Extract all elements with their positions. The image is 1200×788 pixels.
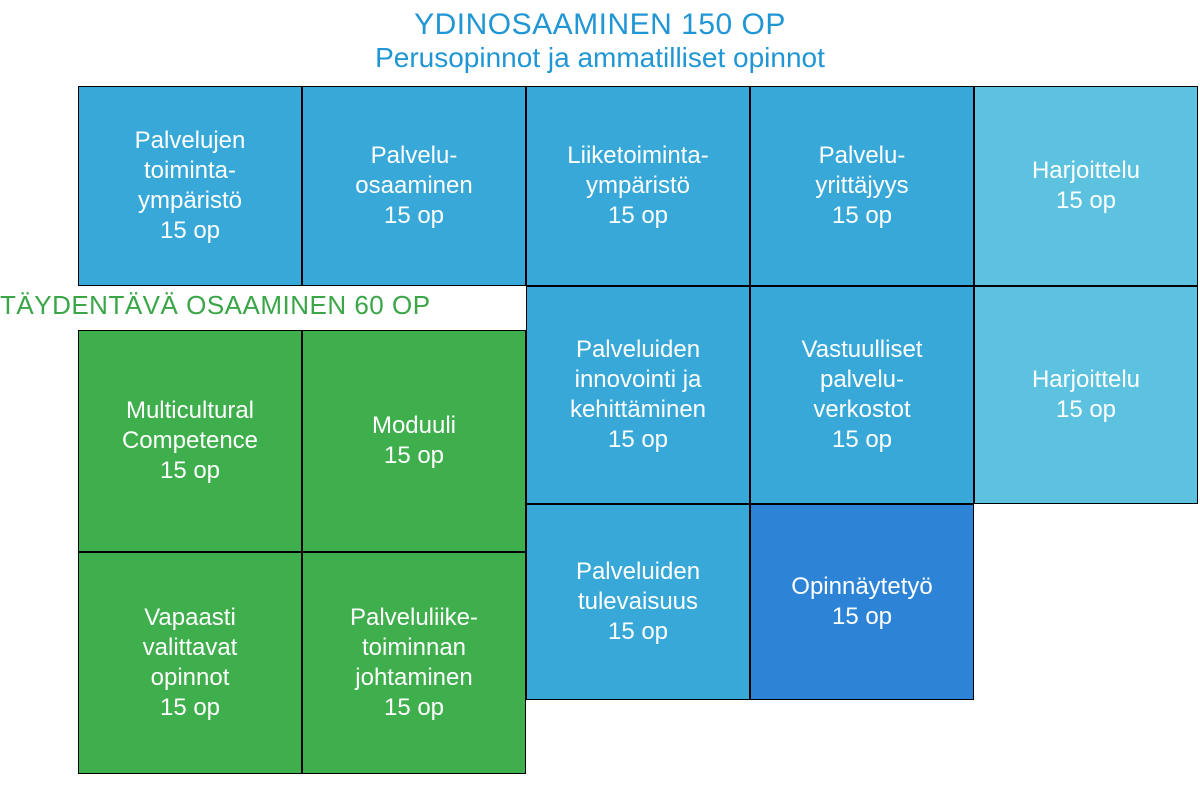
module-cell-g2c1: Vapaastivalittavatopinnot15 op xyxy=(78,552,302,774)
module-cell-line: 15 op xyxy=(1056,395,1116,425)
module-cell-line: verkostot xyxy=(813,395,910,425)
module-cell-line: toiminta- xyxy=(144,156,236,186)
module-cell-line: 15 op xyxy=(608,617,668,647)
module-cell-line: Opinnäytetyö xyxy=(791,572,932,602)
module-cell-line: Palveluliike- xyxy=(350,603,478,633)
module-cell-line: Harjoittelu xyxy=(1032,156,1140,186)
module-cell-line: 15 op xyxy=(1056,186,1116,216)
module-cell-r2c5: Harjoittelu15 op xyxy=(974,286,1198,504)
header-block: YDINOSAAMINEN 150 OP Perusopinnot ja amm… xyxy=(0,0,1200,78)
module-cell-line: valittavat xyxy=(143,633,238,663)
module-cell-line: Vapaasti xyxy=(144,603,236,633)
module-cell-line: osaaminen xyxy=(355,171,472,201)
module-cell-line: tulevaisuus xyxy=(578,587,698,617)
header-title: YDINOSAAMINEN 150 OP xyxy=(0,8,1200,42)
module-cell-line: Multicultural xyxy=(126,396,254,426)
module-cell-r1c1: Palvelujentoiminta-ympäristö15 op xyxy=(78,86,302,286)
module-cell-line: Liiketoiminta- xyxy=(567,141,708,171)
module-cell-line: Palvelujen xyxy=(135,126,246,156)
module-cell-line: toiminnan xyxy=(362,633,466,663)
module-cell-g2c2: Palveluliike-toiminnanjohtaminen15 op xyxy=(302,552,526,774)
module-cell-line: 15 op xyxy=(160,456,220,486)
module-cell-line: Palvelu- xyxy=(371,141,458,171)
module-cell-line: 15 op xyxy=(608,201,668,231)
header-subtitle: Perusopinnot ja ammatilliset opinnot xyxy=(0,42,1200,74)
module-cell-line: kehittäminen xyxy=(570,395,706,425)
module-cell-r2c4: Vastuullisetpalvelu-verkostot15 op xyxy=(750,286,974,504)
module-cell-line: 15 op xyxy=(160,693,220,723)
module-cell-line: opinnot xyxy=(151,663,230,693)
module-cell-line: 15 op xyxy=(384,201,444,231)
module-cell-r1c2: Palvelu-osaaminen15 op xyxy=(302,86,526,286)
module-cell-line: 15 op xyxy=(608,425,668,455)
module-cell-line: Palveluiden xyxy=(576,335,700,365)
module-cell-r1c4: Palvelu-yrittäjyys15 op xyxy=(750,86,974,286)
green-header: TÄYDENTÄVÄ OSAAMINEN 60 OP xyxy=(0,290,431,321)
module-cell-line: Harjoittelu xyxy=(1032,365,1140,395)
module-cell-line: 15 op xyxy=(832,201,892,231)
module-cell-line: Vastuulliset xyxy=(802,335,923,365)
module-cell-g1c1: MulticulturalCompetence15 op xyxy=(78,330,302,552)
module-cell-line: Palveluiden xyxy=(576,557,700,587)
module-cell-r3c3: Palveluidentulevaisuus15 op xyxy=(526,504,750,700)
module-cell-line: 15 op xyxy=(832,425,892,455)
module-cell-g1c2: Moduuli15 op xyxy=(302,330,526,552)
module-cell-line: Competence xyxy=(122,426,258,456)
module-cell-line: yrittäjyys xyxy=(815,171,908,201)
module-cell-line: 15 op xyxy=(384,441,444,471)
module-cell-line: ympäristö xyxy=(586,171,690,201)
module-cell-line: Palvelu- xyxy=(819,141,906,171)
module-cell-r1c3: Liiketoiminta-ympäristö15 op xyxy=(526,86,750,286)
module-cell-r3c4: Opinnäytetyö15 op xyxy=(750,504,974,700)
module-cell-line: johtaminen xyxy=(355,663,472,693)
module-cell-line: palvelu- xyxy=(820,365,904,395)
module-cell-r2c3: Palveluideninnovointi jakehittäminen15 o… xyxy=(526,286,750,504)
module-cell-line: innovointi ja xyxy=(575,365,702,395)
module-cell-line: 15 op xyxy=(160,216,220,246)
module-cell-line: ympäristö xyxy=(138,186,242,216)
module-cell-line: Moduuli xyxy=(372,411,456,441)
module-cell-line: 15 op xyxy=(384,693,444,723)
module-cell-r1c5: Harjoittelu15 op xyxy=(974,86,1198,286)
module-cell-line: 15 op xyxy=(832,602,892,632)
